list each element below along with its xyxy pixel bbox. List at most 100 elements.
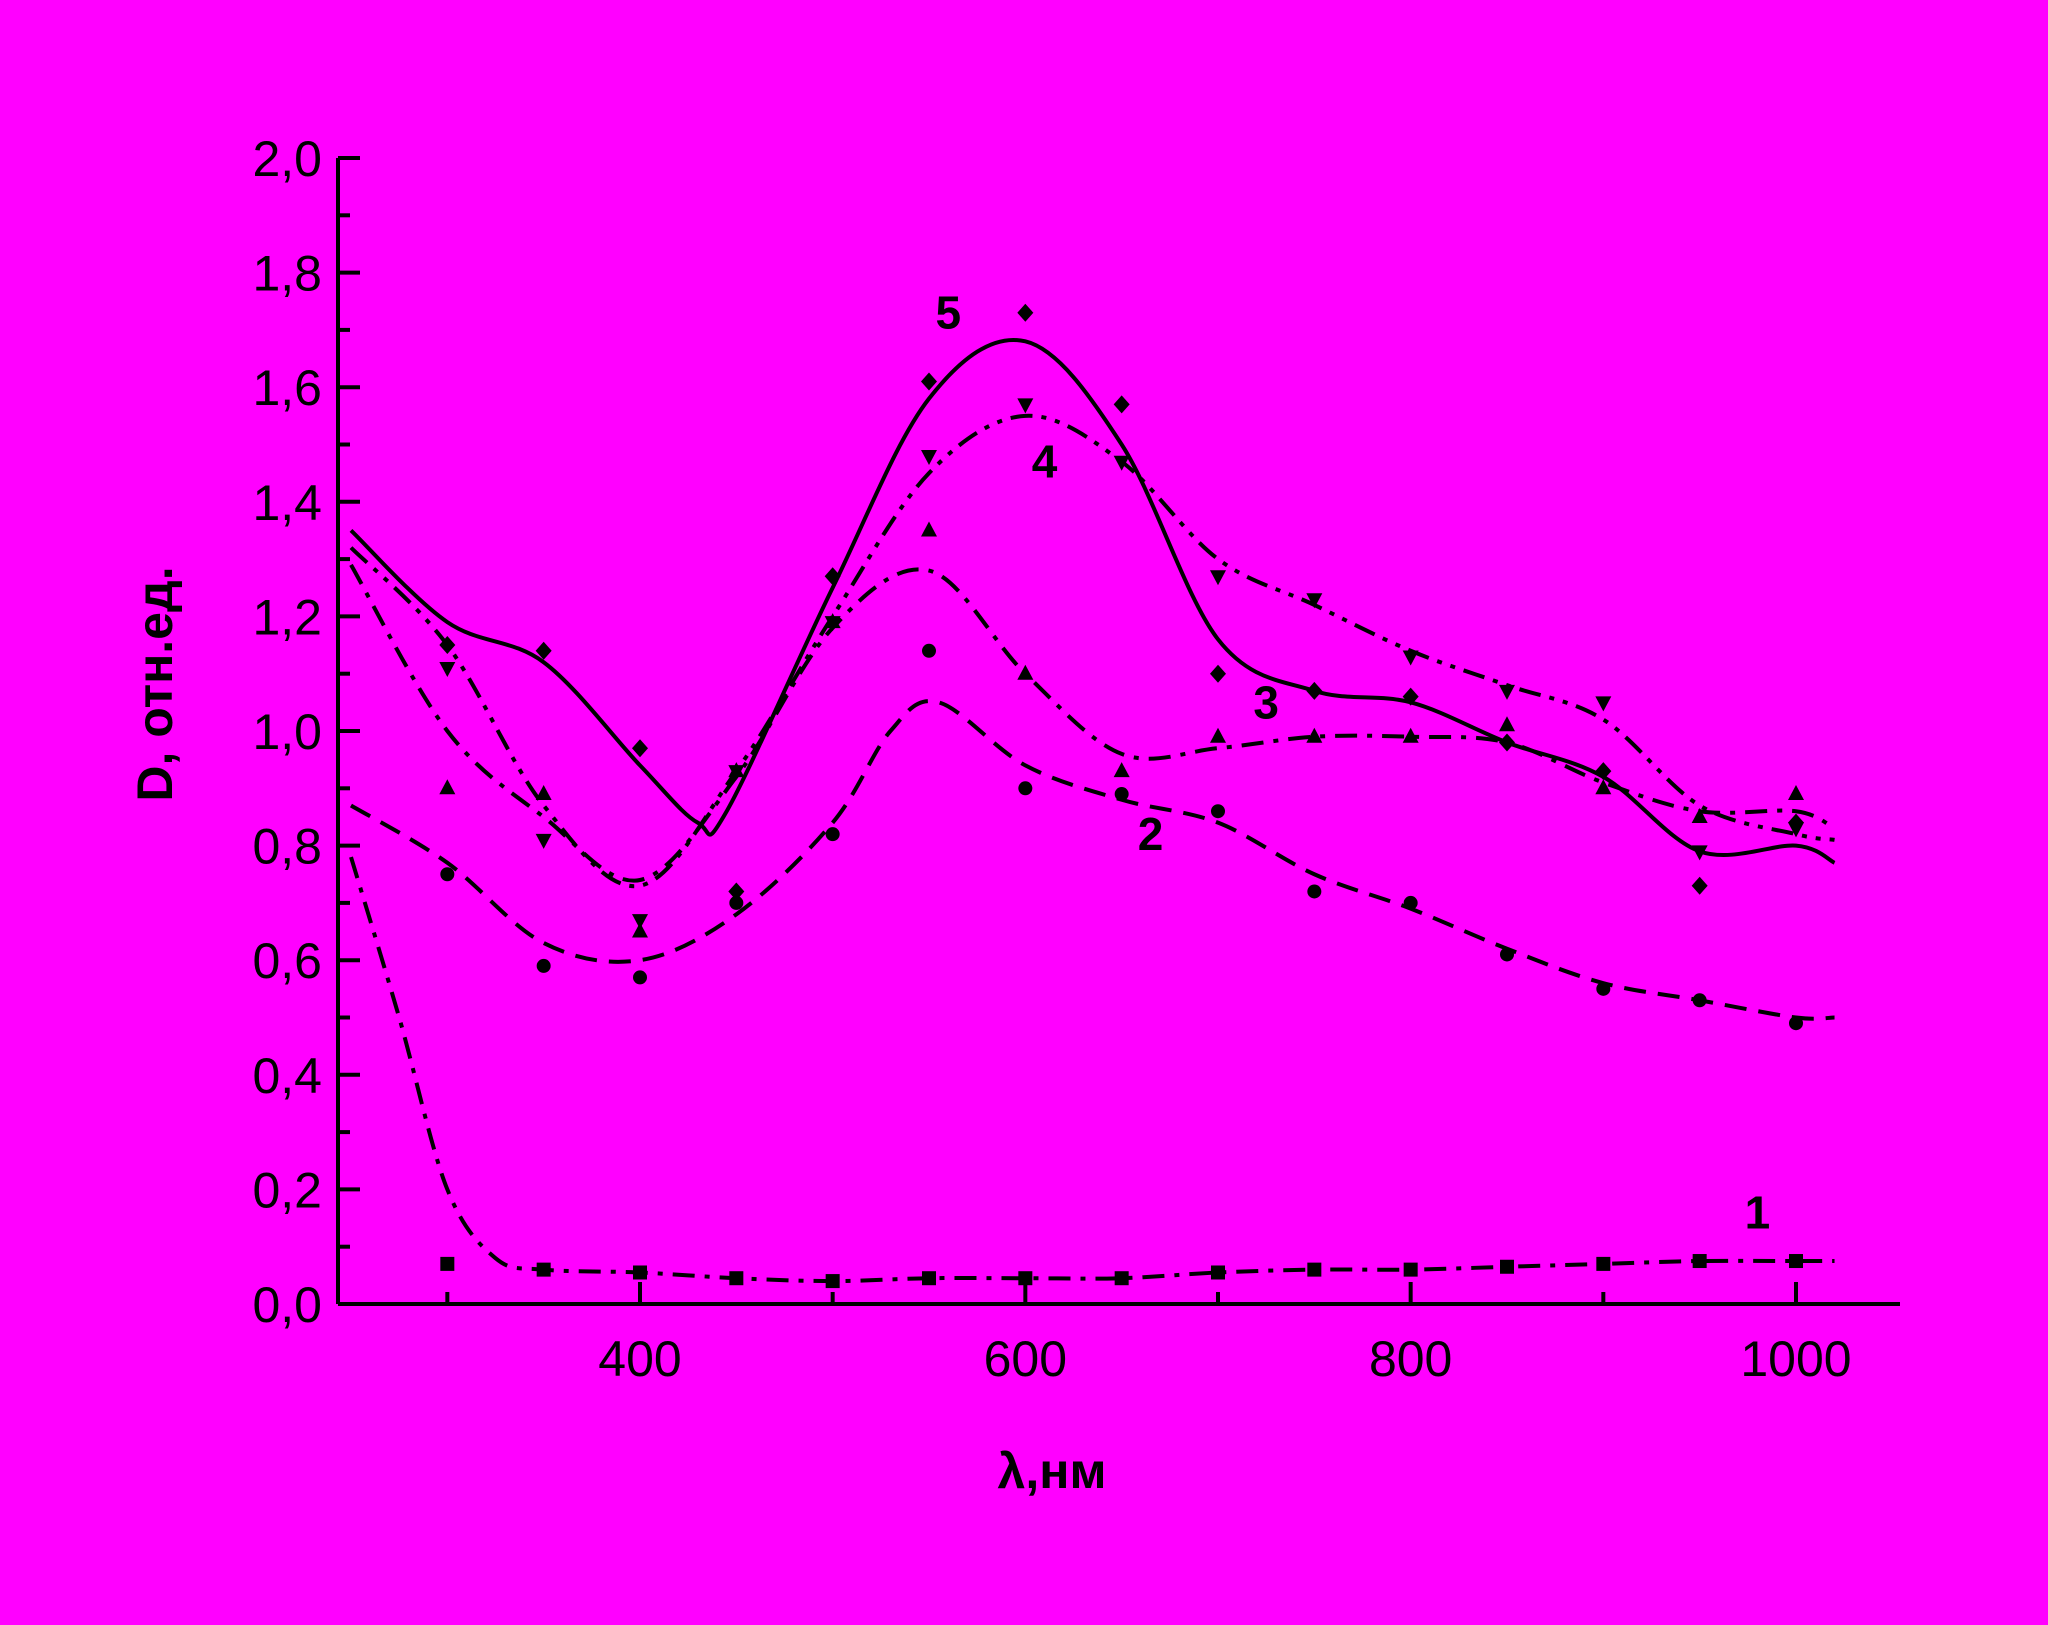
x-tick-label: 600 xyxy=(984,1331,1067,1387)
series-1-point xyxy=(1307,1262,1322,1277)
series-1-point xyxy=(536,1262,551,1277)
series-2-point xyxy=(1307,884,1322,899)
series-5-point xyxy=(1210,664,1226,683)
series-4-curve xyxy=(349,413,1835,889)
series-5-point xyxy=(1402,687,1419,706)
series-1-point xyxy=(922,1271,936,1286)
series-label-2: 2 xyxy=(1138,808,1164,860)
series-5-point xyxy=(632,739,648,758)
series-labels: 1 2 3 4 5 xyxy=(935,287,1770,1239)
y-tick-label: 1,6 xyxy=(252,360,322,416)
series-1-point xyxy=(1114,1271,1129,1286)
series-5-point xyxy=(921,372,937,391)
series-5-point xyxy=(1499,733,1515,752)
series-3-curve xyxy=(349,563,1836,883)
x-axis-ticks: 400 600 800 1000 xyxy=(445,1282,1852,1387)
series-5-point xyxy=(728,882,745,901)
y-tick-label: 0,0 xyxy=(252,1277,322,1333)
series-1-curve xyxy=(349,856,1835,1284)
series-2-point xyxy=(1500,947,1514,962)
series-3-point xyxy=(1499,716,1515,732)
series-1-point xyxy=(1403,1262,1418,1277)
series-markers xyxy=(439,303,1804,1289)
series-4-point xyxy=(1113,455,1130,471)
series-label-3: 3 xyxy=(1253,676,1279,728)
series-3-point xyxy=(1595,779,1612,795)
series-2-point xyxy=(440,867,455,882)
series-3-point xyxy=(1017,664,1034,680)
series-label-4: 4 xyxy=(1032,436,1058,488)
series-2-point xyxy=(536,958,551,973)
series-1-point xyxy=(825,1274,840,1289)
series-5-point xyxy=(1306,681,1323,700)
series-4-point xyxy=(632,914,648,930)
series-3-point xyxy=(439,779,456,795)
series-1-point xyxy=(1596,1256,1611,1271)
series-5-point xyxy=(1595,762,1612,781)
series-1-point xyxy=(633,1265,647,1280)
series-4-point xyxy=(535,833,552,849)
series-1-point xyxy=(729,1271,744,1286)
series-1-point xyxy=(440,1256,455,1271)
y-tick-label: 0,2 xyxy=(252,1162,322,1218)
series-1-point xyxy=(1018,1271,1033,1286)
series-4-point xyxy=(1210,570,1226,586)
y-tick-label: 1,0 xyxy=(252,704,322,760)
series-5-point xyxy=(439,636,456,655)
series-3-point xyxy=(535,785,552,801)
series-3-point xyxy=(921,521,937,537)
series-5-point xyxy=(1113,395,1130,414)
series-2-point xyxy=(633,970,647,985)
y-tick-label: 0,4 xyxy=(252,1048,322,1104)
series-2-point xyxy=(825,827,840,842)
y-tick-label: 1,2 xyxy=(252,589,322,645)
series-1-point xyxy=(1211,1265,1225,1280)
series-2-point xyxy=(1789,1016,1803,1031)
series-2-point xyxy=(1114,787,1129,802)
series-5-point xyxy=(1691,876,1708,895)
series-2-point xyxy=(1403,895,1418,910)
y-tick-label: 0,6 xyxy=(252,933,322,989)
series-2-point xyxy=(729,895,744,910)
series-label-5: 5 xyxy=(935,287,961,339)
x-tick-label: 400 xyxy=(598,1331,681,1387)
series-3-point xyxy=(1113,762,1130,778)
series-label-1: 1 xyxy=(1745,1186,1771,1238)
series-4-point xyxy=(824,616,841,632)
series-5-curve xyxy=(349,338,1836,865)
series-4-point xyxy=(921,449,937,465)
series-2-point xyxy=(1018,781,1033,796)
series-curves xyxy=(349,338,1836,1284)
series-1-point xyxy=(1500,1259,1514,1274)
series-4-point xyxy=(1499,684,1515,700)
series-2-point xyxy=(1596,981,1611,996)
series-2-point xyxy=(1692,993,1707,1008)
series-3-point xyxy=(1788,785,1804,801)
series-3-point xyxy=(1306,727,1323,743)
series-2-point xyxy=(1211,804,1225,819)
series-1-point xyxy=(1789,1254,1803,1269)
y-tick-label: 1,8 xyxy=(252,246,322,302)
series-4-point xyxy=(439,661,456,677)
series-4-point xyxy=(1402,650,1419,666)
series-2-point xyxy=(922,643,936,658)
y-tick-label: 1,4 xyxy=(252,475,322,531)
series-2-curve xyxy=(349,699,1835,1021)
y-axis-title: D, отн.ед. xyxy=(127,566,183,801)
series-5-point xyxy=(535,641,552,660)
series-5-point xyxy=(1017,303,1034,322)
y-tick-label: 2,0 xyxy=(252,131,322,187)
x-tick-label: 800 xyxy=(1369,1331,1452,1387)
series-3-point xyxy=(1210,727,1226,743)
x-tick-label: 1000 xyxy=(1740,1331,1851,1387)
x-axis-title: λ,нм xyxy=(998,1443,1107,1499)
series-3-point xyxy=(632,922,648,938)
series-1-point xyxy=(1692,1254,1707,1269)
series-5-point xyxy=(1788,813,1804,832)
series-5-point xyxy=(824,567,841,586)
series-3-point xyxy=(1691,807,1708,823)
series-4-point xyxy=(1691,845,1708,861)
series-4-point xyxy=(1017,398,1034,414)
